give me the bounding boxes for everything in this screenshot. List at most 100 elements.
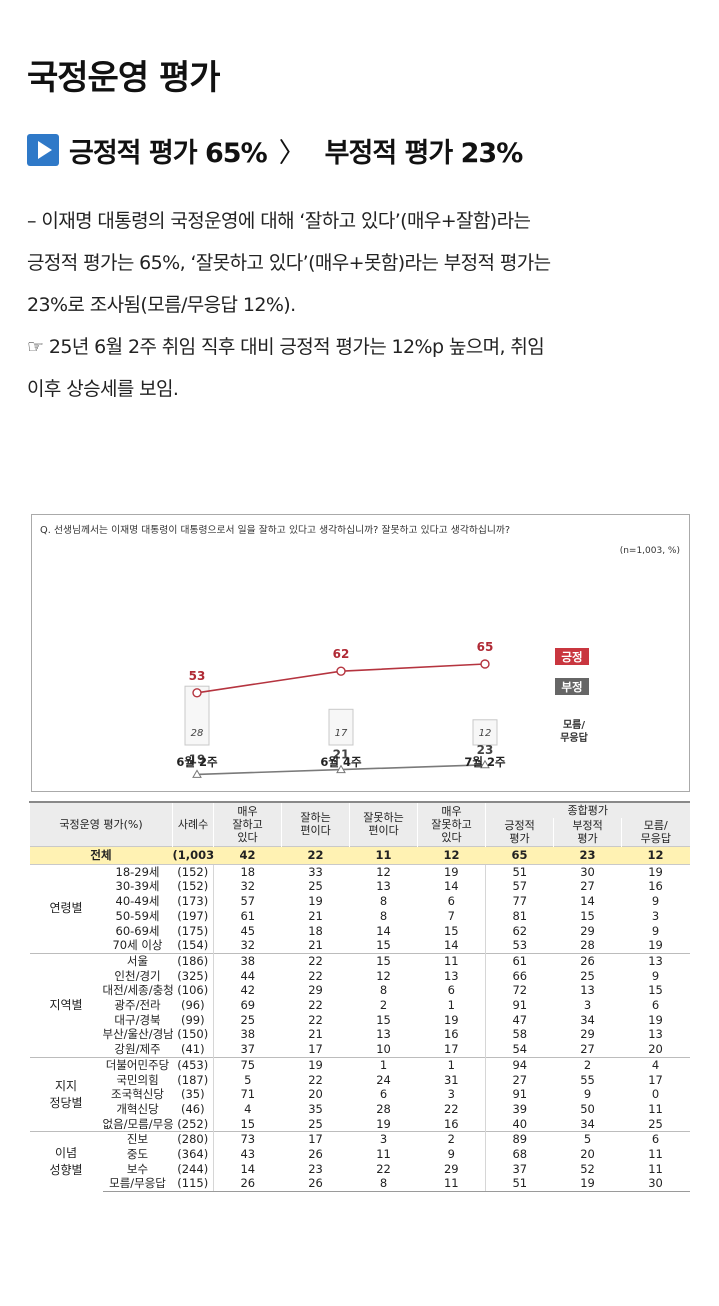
negative-value: 19 <box>189 752 206 766</box>
play-icon <box>27 134 59 166</box>
header-summary-sub: 모름/무응답 <box>621 817 690 847</box>
x-tick-label: 6월 2주 <box>176 755 218 769</box>
total-value: 23 <box>553 845 622 865</box>
header-summary-sub: 긍정적 평가 <box>485 817 554 847</box>
table-row: 70세 이상 (154) 32 21 15 14 53 28 19 <box>30 938 690 954</box>
header-response: 매우 잘못하고 있다 <box>417 800 486 847</box>
table-row: 모름/무응답 (115) 26 26 8 11 51 19 30 <box>30 1176 690 1193</box>
cell-value: 0 <box>651 1087 660 1102</box>
cell-value: 21 <box>308 938 323 953</box>
cell-value: 19 <box>443 1012 459 1027</box>
row-label: 30-39세 <box>115 879 160 894</box>
negative-point <box>480 759 490 769</box>
table-row: 광주/전라 (96) 69 22 2 1 91 3 6 <box>30 998 690 1013</box>
row-sample: (150) <box>177 1027 209 1042</box>
legend-dontknow-label: 모름/ <box>563 719 585 731</box>
group-label: 지지 정당별 <box>29 1056 103 1132</box>
header-summary: 종합평가 <box>485 801 690 818</box>
cell-value: 75 <box>213 1056 282 1073</box>
cell-value: 91 <box>485 998 554 1013</box>
dontknow-value: 17 <box>335 728 348 739</box>
x-tick-label: 6월 4주 <box>320 755 362 769</box>
cell-value: 57 <box>485 879 554 895</box>
table-row: 지지 정당별 더불어민주당 (453) 75 19 1 1 94 2 4 <box>29 1056 690 1132</box>
cell-value: 9 <box>651 968 660 983</box>
cell-value: 6 <box>447 983 455 998</box>
cell-value: 3 <box>651 908 660 923</box>
description-line: ☞ 25년 6월 2주 취임 직후 대비 긍정적 평가는 12%p 높으며, 취… <box>27 336 545 358</box>
row-sample: (99) <box>180 1012 205 1027</box>
row-label: 강원/제주 <box>114 1042 161 1057</box>
cell-value: 77 <box>485 894 554 909</box>
row-label: 모름/무응답 <box>102 1176 173 1193</box>
cell-value: 17 <box>281 1131 350 1148</box>
cell-value: 22 <box>443 1101 459 1116</box>
cell-value: 29 <box>580 923 595 938</box>
cell-value: 9 <box>583 1087 592 1102</box>
cell-value: 5 <box>213 1072 282 1088</box>
cell-value: 28 <box>580 938 595 953</box>
negative-value: 21 <box>333 748 350 762</box>
cell-value: 26 <box>553 952 622 969</box>
cell-value: 14 <box>580 894 595 909</box>
cell-value: 58 <box>485 1027 554 1043</box>
row-sample: (252) <box>177 1116 209 1131</box>
cell-value: 57 <box>213 894 282 909</box>
row-sample: (364) <box>177 1147 209 1162</box>
table-row: 중도 (364) 43 26 11 9 68 20 11 <box>30 1147 690 1162</box>
row-sample: (46) <box>180 1101 205 1116</box>
total-value: 11 <box>349 845 418 865</box>
table-row: 연령별 18-29세 (152) 18 33 12 19 51 30 19 <box>29 863 690 954</box>
dontknow-bar <box>328 708 354 746</box>
cell-value: 18 <box>308 923 323 938</box>
cell-value: 27 <box>485 1072 554 1088</box>
cell-value: 8 <box>379 908 388 923</box>
cell-value: 1 <box>447 998 455 1013</box>
cell-value: 17 <box>648 1072 663 1087</box>
table-row: 대구/경북 (99) 25 22 15 19 47 34 19 <box>30 1012 690 1028</box>
row-label: 조국혁신당 <box>111 1087 164 1102</box>
negative-point <box>192 769 202 778</box>
cell-value: 22 <box>308 1012 323 1027</box>
table-row: 조국혁신당 (35) 71 20 6 3 91 9 0 <box>30 1087 690 1102</box>
cell-value: 22 <box>308 1072 323 1087</box>
row-label: 없음/모름/무응답 <box>102 1116 173 1131</box>
results-table: 국정운영 평가(%) 사례수 매우 잘하고 있다 잘하는 편이다 잘못하는 편이다 매우 잘못하고 있… <box>28 800 690 1193</box>
cell-value: 20 <box>580 1147 595 1162</box>
cell-value: 19 <box>417 863 486 880</box>
cell-value: 19 <box>621 863 690 880</box>
row-label: 60-69세 <box>115 923 160 938</box>
cell-value: 8 <box>379 983 388 998</box>
cell-value: 91 <box>485 1087 554 1102</box>
cell-value: 53 <box>485 938 554 954</box>
row-sample: (187) <box>177 1072 209 1087</box>
table-row: 50-59세 (197) 61 21 8 7 81 15 3 <box>30 908 690 924</box>
legend-positive-swatch <box>555 648 589 665</box>
cell-value: 13 <box>376 1027 391 1042</box>
cell-value: 7 <box>447 908 455 923</box>
header-category: 국정운영 평가(%) <box>28 800 173 847</box>
group-label: 연령별 <box>29 863 103 954</box>
cell-value: 81 <box>485 908 554 924</box>
cell-value: 6 <box>651 998 660 1013</box>
legend-negative-swatch <box>555 678 589 695</box>
cell-value: 50 <box>580 1101 595 1116</box>
cell-value: 25 <box>213 1012 282 1028</box>
legend-dontknow-label-2: 무응답 <box>560 732 588 744</box>
cell-value: 16 <box>648 879 663 894</box>
cell-value: 21 <box>308 1027 323 1042</box>
header-response: 잘하는 편이다 <box>281 800 350 847</box>
cell-value: 24 <box>376 1072 391 1087</box>
row-sample: (244) <box>177 1161 209 1176</box>
negative-summary: 부정적 평가 23% <box>324 137 524 169</box>
cell-value: 30 <box>553 863 622 880</box>
cell-value: 29 <box>580 1027 595 1042</box>
cell-value: 13 <box>648 1027 663 1042</box>
cell-value: 4 <box>621 1056 690 1073</box>
cell-value: 40 <box>485 1116 554 1132</box>
header-response: 매우 잘하고 있다 <box>213 800 282 847</box>
cell-value: 8 <box>349 1176 418 1193</box>
positive-point <box>336 666 346 676</box>
dontknow-value: 28 <box>191 728 204 739</box>
